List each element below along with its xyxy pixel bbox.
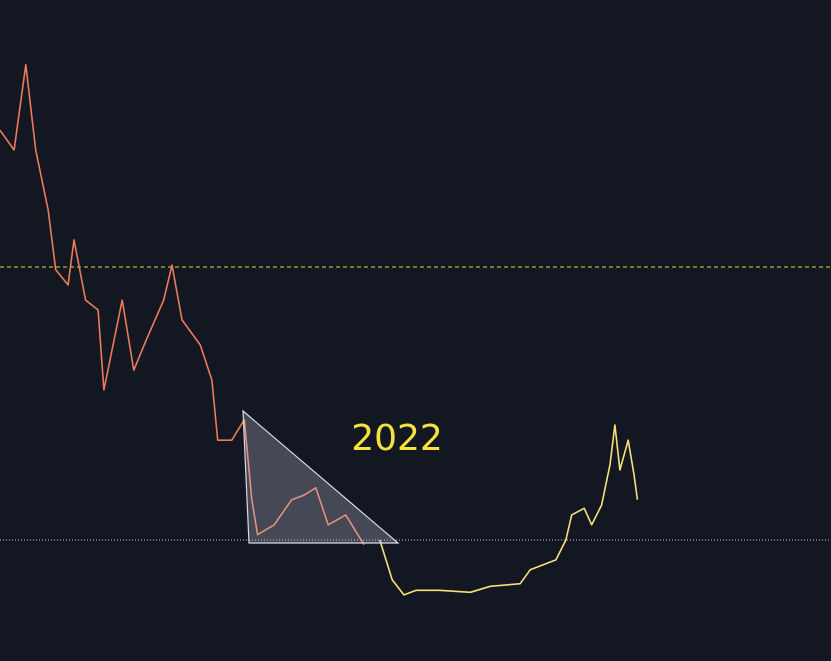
price-line	[0, 64, 365, 546]
triangle-pattern	[242, 409, 400, 544]
price-line	[379, 424, 639, 596]
annotation: 2022	[351, 418, 443, 459]
